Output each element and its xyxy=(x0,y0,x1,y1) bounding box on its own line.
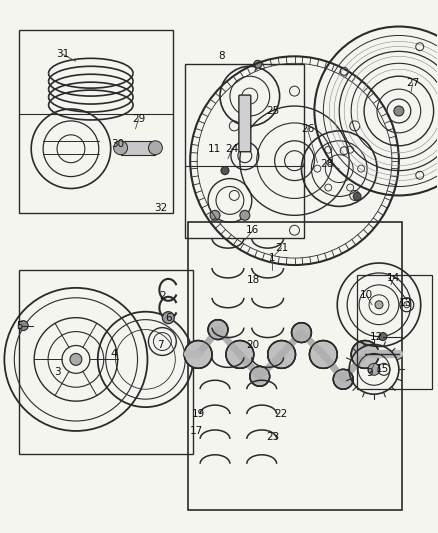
Text: 24: 24 xyxy=(225,144,239,154)
Text: 17: 17 xyxy=(190,426,203,436)
Circle shape xyxy=(70,353,82,365)
Text: 14: 14 xyxy=(387,273,400,283)
Text: 31: 31 xyxy=(57,50,70,59)
Circle shape xyxy=(394,106,404,116)
Bar xyxy=(19,29,173,213)
Circle shape xyxy=(184,341,212,368)
Text: 16: 16 xyxy=(246,225,259,235)
Text: 26: 26 xyxy=(301,124,314,134)
Circle shape xyxy=(351,341,379,368)
Text: 18: 18 xyxy=(247,275,261,285)
Text: 4: 4 xyxy=(110,350,117,359)
Text: 5: 5 xyxy=(16,321,23,330)
Text: 12: 12 xyxy=(369,332,383,342)
Bar xyxy=(357,275,431,389)
Text: 8: 8 xyxy=(219,51,225,61)
Circle shape xyxy=(208,320,228,340)
Text: 21: 21 xyxy=(275,243,288,253)
Text: 9: 9 xyxy=(367,368,373,378)
Circle shape xyxy=(162,312,174,324)
Text: 7: 7 xyxy=(157,340,164,350)
Circle shape xyxy=(18,321,28,330)
Circle shape xyxy=(148,141,162,155)
Text: 15: 15 xyxy=(375,365,389,374)
Circle shape xyxy=(250,366,270,386)
Circle shape xyxy=(292,322,311,343)
Circle shape xyxy=(221,167,229,175)
Text: 3: 3 xyxy=(54,367,60,377)
Text: 11: 11 xyxy=(208,144,221,154)
Circle shape xyxy=(268,341,296,368)
Text: 30: 30 xyxy=(111,139,124,149)
Circle shape xyxy=(254,60,262,68)
Text: 23: 23 xyxy=(266,432,279,442)
Text: 22: 22 xyxy=(274,409,287,419)
Text: 32: 32 xyxy=(154,204,167,213)
Text: 29: 29 xyxy=(132,114,145,124)
Circle shape xyxy=(368,364,380,375)
Text: 19: 19 xyxy=(191,409,205,419)
Text: 2: 2 xyxy=(159,291,166,301)
Circle shape xyxy=(375,301,383,309)
Text: 6: 6 xyxy=(165,313,172,322)
Bar xyxy=(185,64,304,238)
Text: 20: 20 xyxy=(246,340,259,350)
Circle shape xyxy=(309,341,337,368)
Text: 25: 25 xyxy=(266,106,279,116)
Text: 1: 1 xyxy=(268,253,275,263)
Bar xyxy=(19,270,193,454)
Bar xyxy=(188,222,402,511)
Circle shape xyxy=(333,369,353,389)
Text: 28: 28 xyxy=(321,159,334,168)
Text: 10: 10 xyxy=(360,290,373,300)
Bar xyxy=(120,141,155,155)
Circle shape xyxy=(226,341,254,368)
Circle shape xyxy=(240,211,250,220)
Circle shape xyxy=(114,141,127,155)
Circle shape xyxy=(210,211,220,220)
Text: 27: 27 xyxy=(406,78,420,88)
Circle shape xyxy=(379,333,387,341)
FancyBboxPatch shape xyxy=(239,95,251,152)
Circle shape xyxy=(353,192,361,200)
Text: 13: 13 xyxy=(399,298,413,308)
